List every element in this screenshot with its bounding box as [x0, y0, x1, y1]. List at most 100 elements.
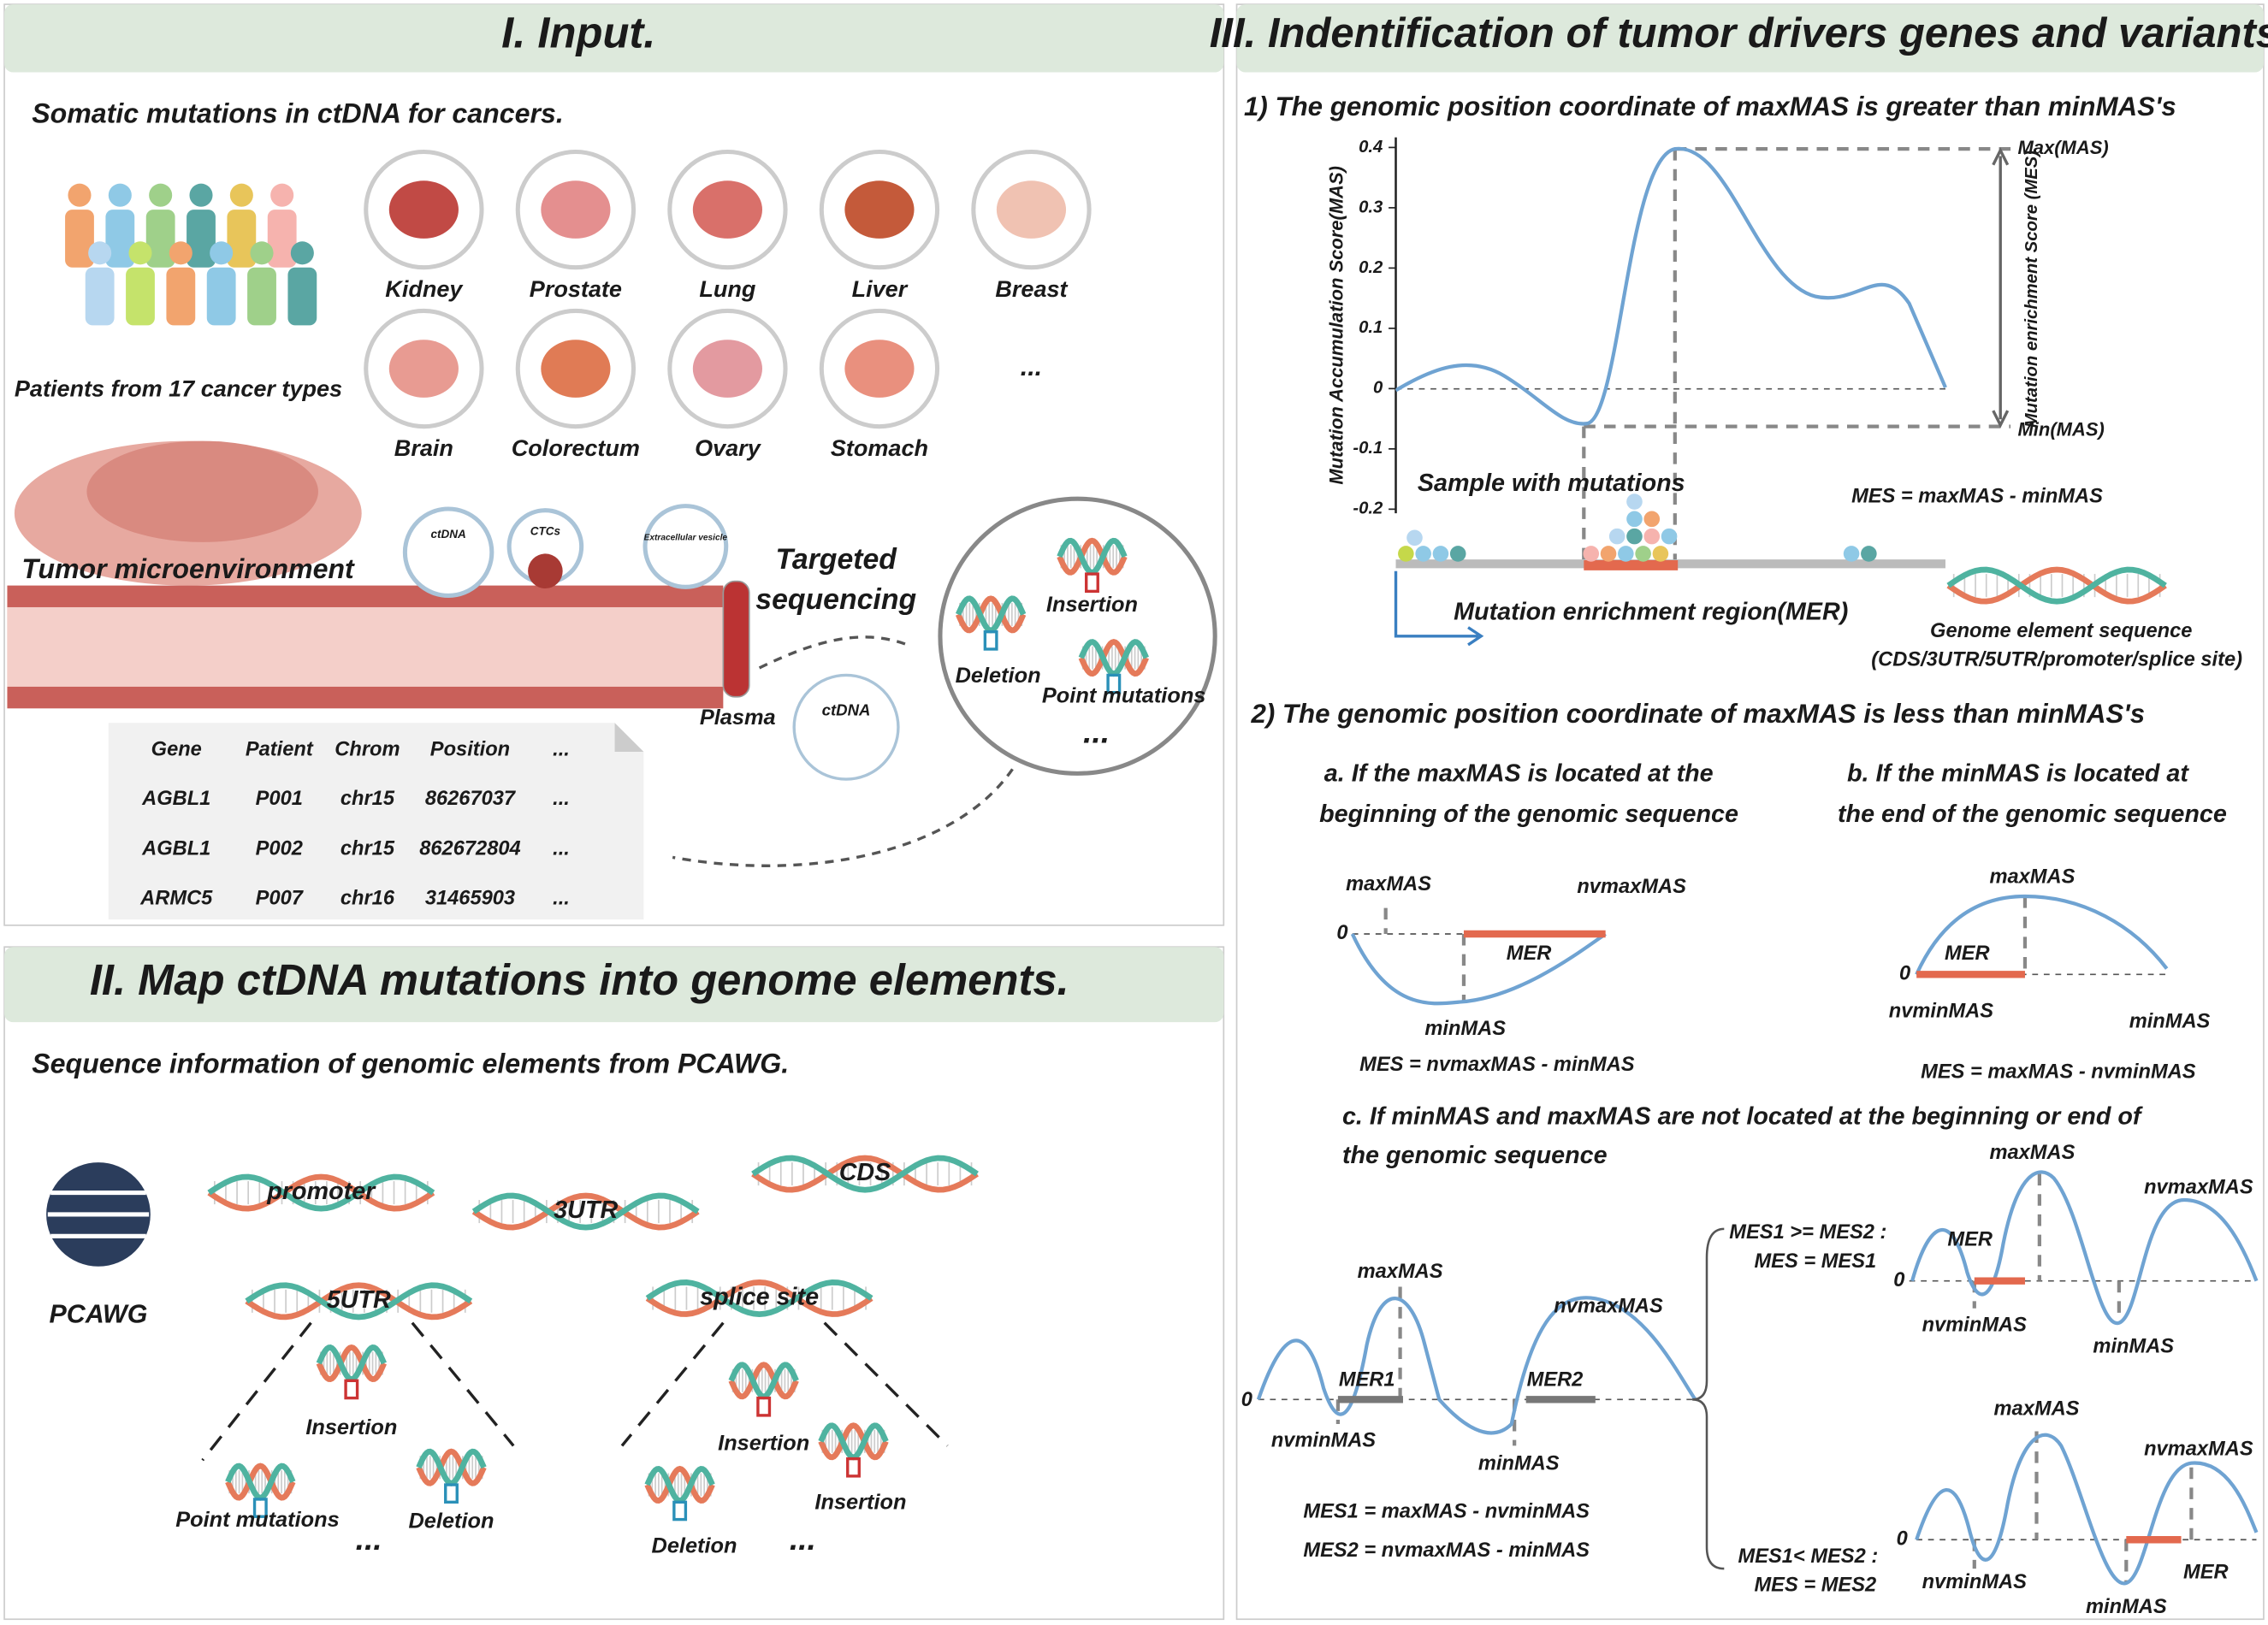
panel-3-header — [1236, 4, 2264, 73]
diagram-label: nvminMAS — [1922, 1571, 2027, 1593]
dna-helix — [1946, 566, 2167, 605]
diagram-label: 0 — [1241, 1389, 1252, 1411]
mas-curve — [1256, 1296, 1697, 1435]
ellipsis: ... — [790, 1521, 816, 1557]
table-cell: chr16 — [340, 888, 395, 910]
table-header: Patient — [246, 739, 314, 761]
diagram-label: nvminMAS — [1271, 1430, 1376, 1452]
diagram-label: MES = nvmaxMAS - minMAS — [1359, 1054, 1635, 1076]
table-cell: 31465903 — [425, 888, 515, 910]
case-text: c. If minMAS and maxMAS are not located … — [1342, 1102, 2143, 1130]
mas-curve — [1915, 1433, 2259, 1586]
dna-strand — [316, 1344, 387, 1383]
bubble-label: ctDNA — [430, 528, 465, 541]
y-axis-title: Mutation Accumulation Score(MAS) — [1326, 166, 1347, 485]
diagram-label: MES2 = nvmaxMAS - minMAS — [1303, 1539, 1590, 1562]
patient-body — [85, 267, 115, 326]
mutation-dot — [1415, 546, 1431, 562]
mutation-label: Deletion — [652, 1533, 737, 1557]
table-header: Gene — [151, 739, 202, 761]
mutation-dot — [1449, 546, 1466, 562]
caption: Targeted — [775, 543, 897, 576]
panel-title: I. Input. — [501, 9, 655, 57]
ctdna-bubble — [402, 506, 494, 598]
organ — [388, 340, 459, 398]
mutation-label: Insertion — [305, 1415, 397, 1439]
mutation-icon — [1085, 572, 1099, 594]
case-text: a. If the maxMAS is located at the — [1324, 760, 1714, 788]
mutation-dot — [1626, 528, 1643, 545]
dna-helix — [645, 1279, 873, 1317]
diagram-c-left — [1256, 1227, 1725, 1570]
mutation-icon — [344, 1379, 359, 1400]
table-cell: chr15 — [340, 837, 395, 860]
patient-body — [65, 210, 94, 268]
diagram-label: nvmaxMAS — [2144, 1177, 2253, 1199]
diagram-label: maxMAS — [1994, 1398, 2080, 1420]
mutation-dot — [1600, 546, 1617, 562]
patient-head — [149, 183, 173, 207]
mutation-label: Insertion — [718, 1431, 809, 1455]
diagram-label: MER1 — [1339, 1369, 1395, 1392]
diagram-a — [1350, 907, 1607, 1006]
mutation-dot — [1583, 546, 1600, 562]
expansion-lines — [201, 1321, 949, 1462]
mutation-dot — [1406, 529, 1423, 547]
ctdna-circle — [792, 673, 900, 781]
element-label: 3UTR — [554, 1197, 618, 1224]
mutation-label: Deletion — [956, 664, 1041, 688]
y-tick-label: -0.2 — [1353, 499, 1383, 518]
organ — [541, 180, 611, 239]
arrow — [758, 635, 912, 670]
mas-curve — [1395, 146, 1947, 426]
diagram-label: nvmaxMAS — [1577, 876, 1686, 898]
mer-arrow — [1394, 570, 1484, 647]
case-text: the end of the genomic sequence — [1838, 801, 2227, 828]
mutation-icon — [1106, 673, 1122, 694]
bubble-label: ctDNA — [822, 701, 871, 719]
patient-body — [166, 267, 196, 326]
diagram-label: MES = MES2 — [1754, 1575, 1876, 1597]
dna-strand — [416, 1448, 487, 1486]
diagram-label: nvminMAS — [1889, 1001, 1993, 1023]
patient-body — [187, 210, 216, 268]
table-header: Chrom — [335, 739, 400, 761]
diagram-label: maxMAS — [1989, 866, 2075, 888]
subtitle: Somatic mutations in ctDNA for cancers. — [32, 98, 564, 129]
dna-helix — [471, 1192, 700, 1231]
caption: Tumor microenvironment — [21, 553, 355, 584]
diagram-label: 0 — [1899, 963, 1910, 985]
arrow — [672, 768, 1014, 867]
axis-annotation: Mutation enrichment Score (MES) — [2022, 151, 2041, 428]
dna-strand — [1946, 566, 2167, 605]
patient-body — [105, 210, 135, 268]
y-tick-label: 0.2 — [1359, 258, 1383, 277]
panel-2 — [3, 946, 1225, 1621]
mutation-dot — [1626, 493, 1643, 510]
ellipsis: ... — [1021, 352, 1042, 381]
mutation-icon — [756, 1396, 772, 1417]
axis-annotation: Min(MAS) — [2018, 419, 2105, 440]
dna-strand — [471, 1192, 700, 1231]
dna-strand — [225, 1462, 296, 1501]
diagram-label: maxMAS — [1346, 873, 1431, 895]
patient-head — [250, 241, 274, 265]
plasma-tube — [722, 580, 750, 698]
guide-lines — [1582, 146, 2011, 564]
patient-body — [267, 210, 297, 268]
organ — [692, 180, 762, 239]
caption: Patients from 17 cancer types — [15, 376, 342, 402]
patient-head — [210, 241, 234, 265]
ellipsis: ... — [356, 1521, 382, 1557]
organ — [996, 180, 1067, 239]
case-text: the genomic sequence — [1342, 1142, 1608, 1169]
diagram-label: MES1 >= MES2 : — [1729, 1221, 1886, 1244]
diagram-label: MES1< MES2 : — [1738, 1545, 1879, 1568]
organ-label: Ovary — [695, 435, 762, 461]
dna-strand — [751, 1155, 979, 1193]
guide-lines — [1972, 1431, 2194, 1583]
diagram-label: MER2 — [1527, 1369, 1584, 1392]
table-header: ... — [553, 739, 570, 761]
dna-strand — [728, 1362, 799, 1400]
